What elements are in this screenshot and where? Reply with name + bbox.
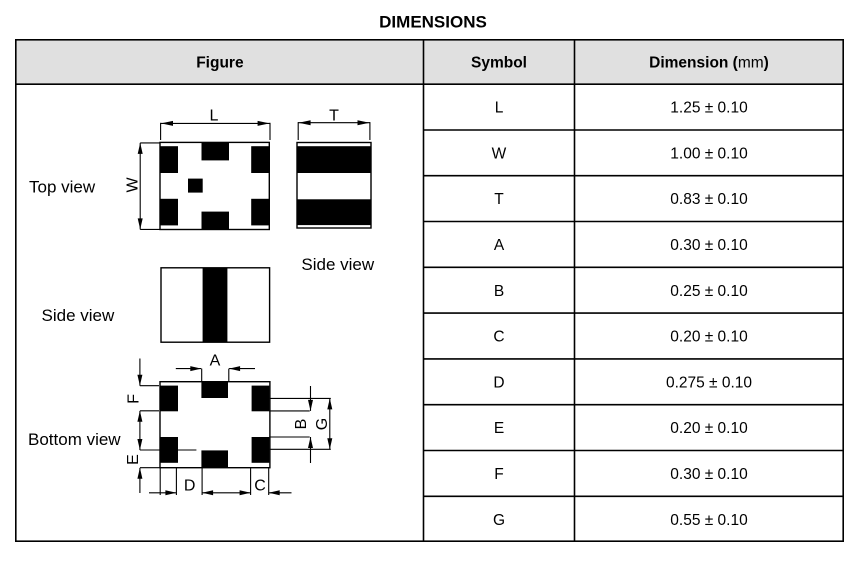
svg-text:G: G: [314, 418, 331, 430]
svg-text:DIMENSIONS: DIMENSIONS: [379, 13, 487, 32]
svg-text:Symbol: Symbol: [471, 55, 527, 72]
svg-text:Bottom view: Bottom view: [28, 430, 121, 449]
svg-text:C: C: [254, 478, 266, 495]
svg-text:W: W: [492, 145, 507, 162]
svg-text:E: E: [125, 454, 142, 465]
svg-text:L: L: [495, 100, 504, 117]
svg-text:Figure: Figure: [196, 54, 244, 71]
svg-text:Top view: Top view: [29, 178, 96, 197]
svg-text:1.00 ± 0.10: 1.00 ± 0.10: [670, 145, 748, 162]
svg-text:0.83 ± 0.10: 0.83 ± 0.10: [670, 191, 748, 208]
svg-text:T: T: [494, 191, 504, 208]
svg-text:D: D: [184, 478, 196, 495]
svg-text:B: B: [494, 283, 504, 300]
svg-text:0.30 ± 0.10: 0.30 ± 0.10: [670, 237, 748, 254]
svg-text:L: L: [210, 108, 219, 125]
svg-text:A: A: [494, 237, 505, 254]
svg-text:Side view: Side view: [301, 255, 374, 274]
svg-text:0.20 ± 0.10: 0.20 ± 0.10: [670, 420, 748, 437]
svg-text:0.275 ± 0.10: 0.275 ± 0.10: [666, 374, 752, 391]
svg-text:W: W: [124, 177, 141, 193]
svg-text:D: D: [493, 374, 504, 391]
svg-text:A: A: [210, 352, 221, 369]
svg-text:E: E: [494, 420, 504, 437]
svg-text:T: T: [329, 108, 339, 125]
svg-text:0.25 ± 0.10: 0.25 ± 0.10: [670, 283, 748, 300]
svg-text:C: C: [493, 329, 504, 346]
svg-text:Dimension (mm): Dimension (mm): [649, 55, 769, 72]
svg-text:F: F: [126, 394, 143, 404]
svg-text:0.30 ± 0.10: 0.30 ± 0.10: [670, 466, 748, 483]
svg-text:B: B: [293, 419, 310, 430]
svg-text:1.25 ± 0.10: 1.25 ± 0.10: [670, 100, 748, 117]
svg-text:0.55 ± 0.10: 0.55 ± 0.10: [670, 512, 748, 529]
svg-text:0.20 ± 0.10: 0.20 ± 0.10: [670, 329, 748, 346]
svg-text:F: F: [494, 466, 503, 483]
svg-text:G: G: [493, 512, 505, 529]
svg-text:Side view: Side view: [42, 306, 115, 325]
